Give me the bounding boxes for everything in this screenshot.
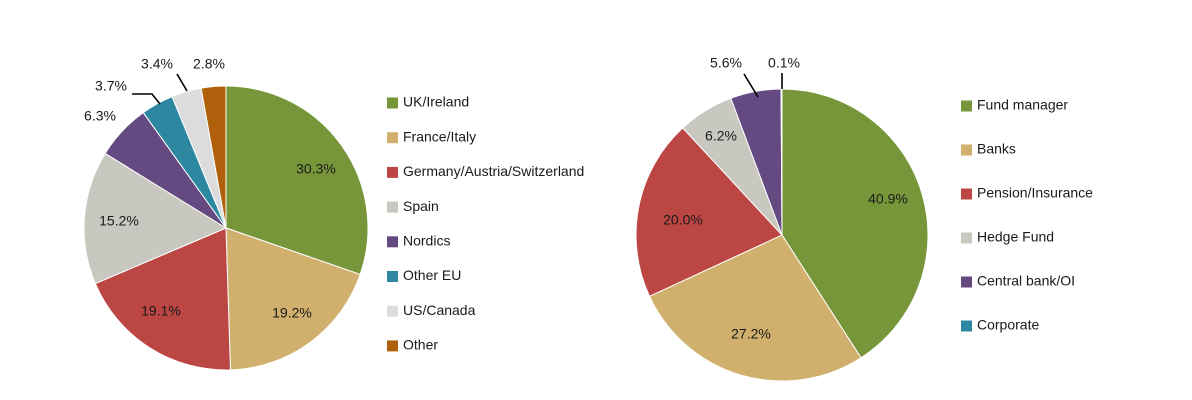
data-label-france-italy: 19.2%	[272, 305, 312, 321]
data-label-nordics: 6.3%	[84, 108, 116, 124]
legend-label: Hedge Fund	[977, 229, 1054, 245]
data-label-other: 2.8%	[193, 56, 225, 72]
legend-investor-type: Fund manager Banks Pension/Insurance Hedge …	[961, 97, 1093, 333]
legend-item-pension-insurance: Pension/Insurance	[961, 185, 1093, 201]
legend-item-us-canada: US/Canada	[387, 302, 476, 318]
leader-line-other-eu	[132, 93, 161, 105]
slice-france-italy	[225, 227, 361, 371]
legend-item-other-eu: Other EU	[387, 267, 461, 283]
legend-swatch	[387, 132, 398, 144]
legend-swatch	[387, 305, 398, 317]
legend-item-uk-ireland: UK/Ireland	[387, 94, 469, 110]
legend-item-germany-austria-switzerland: Germany/Austria/Switzerland	[387, 163, 584, 179]
legend-swatch	[961, 276, 972, 288]
data-label-uk-ireland: 30.3%	[296, 161, 336, 177]
data-label-pension-insurance: 20.0%	[663, 212, 703, 228]
legend-label: Central bank/OI	[977, 273, 1075, 289]
legend-item-hedge-fund: Hedge Fund	[961, 229, 1054, 245]
data-label-other-eu: 3.7%	[95, 78, 127, 94]
pie-chart-regions: 30.3% 19.2% 19.1% 15.2% 6.3% 3.7% 3.4% 2.8%	[83, 56, 369, 371]
legend-swatch	[387, 236, 398, 248]
legend-label: UK/Ireland	[403, 94, 469, 110]
legend-item-spain: Spain	[387, 198, 439, 214]
legend-label: US/Canada	[403, 302, 476, 318]
data-label-germany-austria-switzerland: 19.1%	[141, 303, 181, 319]
data-label-spain: 15.2%	[99, 213, 139, 229]
slice-spain	[83, 152, 228, 285]
legend-regions: UK/Ireland France/Italy Germany/Austria/Sw…	[387, 94, 584, 353]
data-label-hedge-fund: 6.2%	[705, 128, 737, 144]
legend-label: Germany/Austria/Switzerland	[403, 163, 584, 179]
legend-swatch	[961, 188, 972, 200]
slice-germany-austria-switzerland	[94, 227, 231, 371]
legend-item-central-bank-oi: Central bank/OI	[961, 273, 1075, 289]
legend-label: Other EU	[403, 267, 461, 283]
legend-label: Other	[403, 337, 438, 353]
legend-label: France/Italy	[403, 128, 476, 144]
legend-item-other: Other	[387, 337, 438, 353]
legend-swatch	[961, 100, 972, 112]
legend-swatch	[387, 166, 398, 178]
legend-swatch	[387, 340, 398, 352]
data-label-banks: 27.2%	[731, 326, 771, 342]
legend-item-france-italy: France/Italy	[387, 128, 476, 144]
legend-item-fund-manager: Fund manager	[961, 97, 1068, 113]
legend-label: Fund manager	[977, 97, 1068, 113]
legend-swatch	[961, 320, 972, 332]
legend-item-corporate: Corporate	[961, 317, 1039, 333]
slice-uk-ireland	[225, 85, 369, 276]
pie-chart-investor-type: 40.9% 27.2% 20.0% 6.2% 5.6% 0.1%	[635, 55, 929, 382]
leader-line-central-bank-oi	[743, 73, 759, 98]
legend-label: Banks	[977, 141, 1016, 157]
legend-label: Spain	[403, 198, 439, 214]
legend-label: Nordics	[403, 233, 450, 249]
legend-label: Corporate	[977, 317, 1039, 333]
slice-other	[200, 85, 227, 229]
legend-swatch	[387, 97, 398, 109]
data-label-corporate: 0.1%	[768, 55, 800, 71]
legend-swatch	[961, 144, 972, 156]
slice-pension-insurance	[635, 127, 783, 297]
legend-item-nordics: Nordics	[387, 233, 450, 249]
slice-banks	[648, 234, 862, 382]
legend-swatch	[387, 271, 398, 282]
data-label-central-bank-oi: 5.6%	[710, 55, 742, 71]
legend-item-banks: Banks	[961, 141, 1016, 157]
slice-fund-manager	[781, 88, 929, 359]
legend-swatch	[961, 232, 972, 244]
data-label-us-canada: 3.4%	[141, 56, 173, 72]
leader-line-us-canada	[176, 73, 188, 92]
data-label-fund-manager: 40.9%	[868, 191, 908, 207]
legend-swatch	[387, 201, 398, 213]
legend-label: Pension/Insurance	[977, 185, 1093, 201]
